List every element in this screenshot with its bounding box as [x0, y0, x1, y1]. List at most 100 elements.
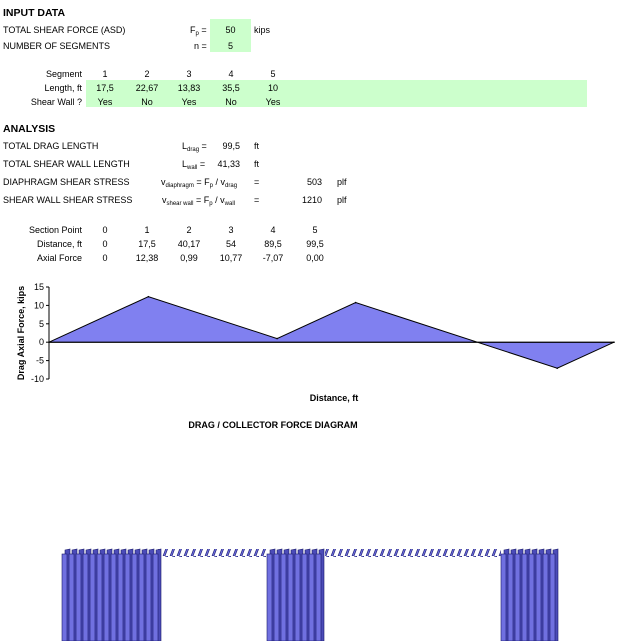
- shear-force-value[interactable]: 50: [225, 25, 236, 35]
- shear-wall-panel: [280, 553, 287, 641]
- shear-wall-cell[interactable]: No: [141, 97, 153, 107]
- section-distance: 54: [225, 239, 236, 249]
- shear-wall-group: [61, 548, 162, 641]
- section-axial-force: 0,00: [306, 253, 324, 263]
- shear-wall-panel: [542, 553, 549, 641]
- segments-cell[interactable]: [210, 37, 251, 52]
- shear-wall-panel: [152, 553, 159, 641]
- section-point: 0: [102, 225, 108, 235]
- shear-wall-panel: [82, 553, 89, 641]
- segment-length-cell[interactable]: 22,67: [135, 83, 159, 93]
- shear-wall-panel: [301, 553, 308, 641]
- section-distance: 17,5: [138, 239, 156, 249]
- shear-wall-panel: [145, 553, 152, 641]
- section-axial-force: -7,07: [262, 253, 284, 263]
- y-tick-label: 15: [34, 282, 44, 292]
- shear-wall-panel: [514, 553, 521, 641]
- y-tick-label: 0: [39, 337, 44, 347]
- segment-number: 2: [144, 69, 150, 79]
- section-distance: 89,5: [264, 239, 282, 249]
- shear-force-label: TOTAL SHEAR FORCE (ASD): [3, 25, 126, 35]
- section-point: 1: [144, 225, 150, 235]
- shear-force-symbol: Fp =: [190, 25, 207, 37]
- shear-wall-panel: [124, 553, 131, 641]
- shear-wall-panel: [75, 553, 82, 641]
- diaphragm-stress-formula: vdiaphragm = Fp / vdrag: [161, 177, 238, 189]
- wall-length-unit: ft: [254, 159, 260, 169]
- section-point: 3: [228, 225, 234, 235]
- segment-row-label: Segment: [45, 69, 82, 79]
- drag-strut-segment: [325, 549, 501, 557]
- shear-wall-panel: [294, 553, 301, 641]
- shear-wall-panel: [549, 553, 556, 641]
- shear-force-cell[interactable]: [210, 19, 251, 38]
- shear-wall-cell[interactable]: Yes: [97, 97, 113, 107]
- drag-length-label: TOTAL DRAG LENGTH: [3, 141, 99, 151]
- shear-wall-panel: [500, 553, 507, 641]
- diaphragm-stress-value: 503: [306, 177, 322, 187]
- shear-wall-panel: [110, 553, 117, 641]
- shear-wall-panel: [96, 553, 103, 641]
- shear-wall-row-label: Shear Wall ?: [30, 97, 82, 107]
- shear-force-unit: kips: [254, 25, 271, 35]
- y-axis-ticks: 15 10 5 0 -5 -10: [31, 282, 49, 384]
- wall-length-symbol: Lwall =: [182, 159, 206, 171]
- axial-force-row-label: Axial Force: [36, 253, 82, 263]
- y-tick-label: -5: [36, 356, 44, 366]
- segment-length-cell[interactable]: 13,83: [177, 83, 201, 93]
- segment-number: 4: [228, 69, 234, 79]
- shear-wall-cell[interactable]: Yes: [181, 97, 197, 107]
- axial-force-area: [48, 296, 615, 369]
- segment-number: 5: [270, 69, 276, 79]
- chart-area: [48, 295, 615, 370]
- drag-force-chart: 15 10 5 0 -5 -10 Drag Axial Force, kips Dista…: [16, 282, 615, 430]
- shear-wall-stress-value: 1210: [301, 195, 322, 205]
- data-point: [354, 301, 357, 304]
- section-distance: 99,5: [306, 239, 324, 249]
- section-point-row-label: Section Point: [28, 225, 82, 235]
- y-axis-title: Drag Axial Force, kips: [16, 286, 26, 380]
- segment-length-cell[interactable]: 35,5: [222, 83, 240, 93]
- shear-wall-panel: [287, 553, 294, 641]
- y-tick-label: 5: [39, 319, 44, 329]
- section-point: 4: [270, 225, 276, 235]
- shear-wall-panel: [117, 553, 124, 641]
- segment-length-cell[interactable]: 10: [267, 83, 278, 93]
- segment-number: 3: [186, 69, 192, 79]
- section-point: 5: [312, 225, 318, 235]
- shear-wall-panel: [61, 553, 68, 641]
- data-point: [556, 367, 559, 370]
- drag-length-symbol: Ldrag =: [182, 141, 207, 153]
- shear-wall-panel: [315, 553, 322, 641]
- section-distance: 40,17: [177, 239, 201, 249]
- shear-wall-panel: [89, 553, 96, 641]
- segments-value[interactable]: 5: [227, 41, 233, 51]
- shear-wall-group: [266, 548, 325, 641]
- diaphragm-stress-unit: plf: [337, 177, 347, 187]
- shear-wall-stress-equals: =: [254, 195, 260, 205]
- chart-title: DRAG / COLLECTOR FORCE DIAGRAM: [188, 420, 357, 430]
- y-tick-label: -10: [31, 374, 44, 384]
- shear-wall-stress-formula: vshear wall = Fp / vwall: [162, 195, 236, 207]
- shear-wall-panel: [68, 553, 75, 641]
- segments-label: NUMBER OF SEGMENTS: [3, 41, 111, 51]
- shear-wall-stress-unit: plf: [337, 195, 347, 205]
- shear-wall-panel: [528, 553, 535, 641]
- section-distance: 0: [102, 239, 108, 249]
- section-axial-force: 0,99: [180, 253, 198, 263]
- drag-length-unit: ft: [254, 141, 260, 151]
- shear-wall-panel: [521, 553, 528, 641]
- shear-wall-panel: [507, 553, 514, 641]
- data-point: [276, 337, 278, 340]
- shear-wall-panel: [131, 553, 138, 641]
- segments-symbol: n =: [194, 41, 207, 51]
- shear-wall-cell[interactable]: No: [225, 97, 237, 107]
- diaphragm-stress-label: DIAPHRAGM SHEAR STRESS: [3, 177, 130, 187]
- section-point: 2: [186, 225, 192, 235]
- shear-wall-cell[interactable]: Yes: [265, 97, 281, 107]
- y-tick-label: 10: [34, 300, 44, 310]
- shear-wall-panel: [266, 553, 273, 641]
- segment-length-cell[interactable]: 17,5: [96, 83, 114, 93]
- segments-input-band: [86, 80, 587, 107]
- shear-wall-panel: [103, 553, 110, 641]
